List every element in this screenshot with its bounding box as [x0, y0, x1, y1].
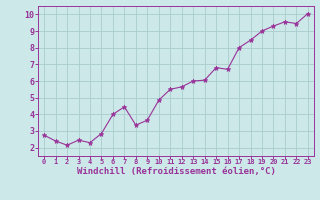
X-axis label: Windchill (Refroidissement éolien,°C): Windchill (Refroidissement éolien,°C): [76, 167, 276, 176]
